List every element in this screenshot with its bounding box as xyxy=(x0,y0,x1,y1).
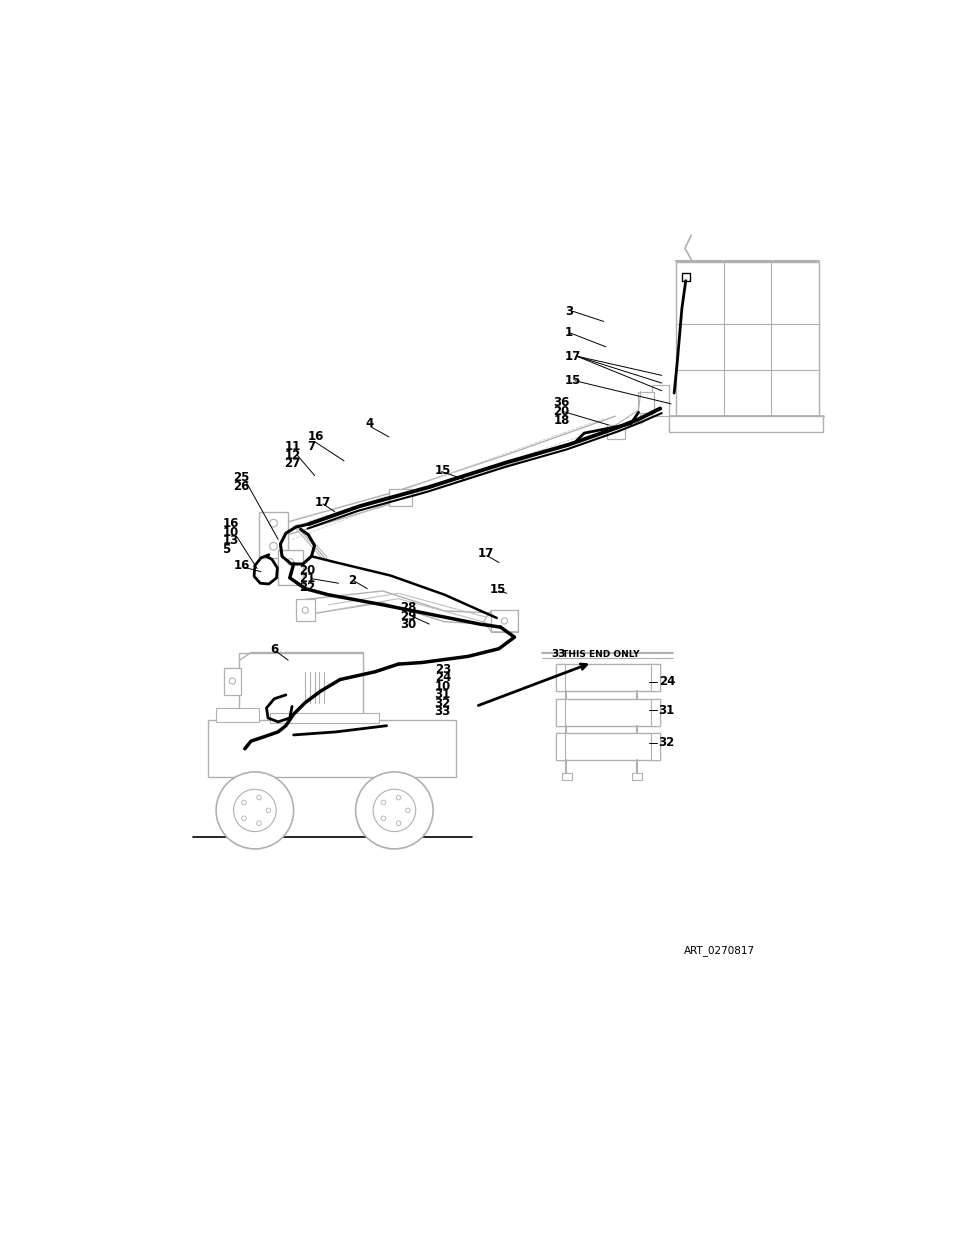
Bar xyxy=(650,699,659,726)
Text: 3: 3 xyxy=(564,305,573,317)
Bar xyxy=(650,664,659,692)
Ellipse shape xyxy=(329,693,351,701)
Bar xyxy=(669,416,822,431)
Bar xyxy=(216,708,258,721)
Bar xyxy=(555,664,659,692)
Text: 33: 33 xyxy=(551,650,566,659)
Circle shape xyxy=(500,618,507,624)
Text: 16: 16 xyxy=(222,517,238,531)
Text: 7: 7 xyxy=(307,440,315,453)
Text: ART_0270817: ART_0270817 xyxy=(682,945,754,956)
Circle shape xyxy=(302,608,308,614)
Text: 2: 2 xyxy=(348,574,355,588)
Text: 30: 30 xyxy=(399,619,416,631)
Text: 15: 15 xyxy=(489,583,505,597)
Bar xyxy=(681,273,689,280)
Circle shape xyxy=(266,808,271,813)
Text: 28: 28 xyxy=(399,601,416,614)
Text: 17: 17 xyxy=(564,350,580,363)
Circle shape xyxy=(270,542,277,550)
Text: 5: 5 xyxy=(222,543,231,556)
Circle shape xyxy=(241,816,246,820)
Text: 31: 31 xyxy=(435,688,451,701)
Text: THIS END ONLY: THIS END ONLY xyxy=(558,650,639,658)
Text: 32: 32 xyxy=(435,697,451,710)
Text: 26: 26 xyxy=(233,479,250,493)
Text: 24: 24 xyxy=(658,676,675,688)
Bar xyxy=(555,734,659,761)
Bar xyxy=(239,652,363,721)
Circle shape xyxy=(380,800,385,805)
Text: 31: 31 xyxy=(658,704,674,716)
Bar xyxy=(561,773,571,779)
Text: 20: 20 xyxy=(553,405,569,417)
Text: 4: 4 xyxy=(365,417,374,430)
Text: 16: 16 xyxy=(233,559,250,572)
Circle shape xyxy=(216,772,294,848)
Bar xyxy=(555,664,564,692)
Circle shape xyxy=(270,520,277,527)
Text: 15: 15 xyxy=(564,374,580,388)
Bar xyxy=(607,425,624,440)
Circle shape xyxy=(256,795,261,800)
Circle shape xyxy=(229,678,235,684)
Bar xyxy=(278,550,303,585)
Circle shape xyxy=(738,420,745,427)
Text: 18: 18 xyxy=(553,414,569,427)
Text: 36: 36 xyxy=(553,395,569,409)
Bar xyxy=(208,720,456,777)
Text: 24: 24 xyxy=(435,672,451,684)
Bar xyxy=(638,391,654,412)
Text: 12: 12 xyxy=(284,450,300,462)
Circle shape xyxy=(380,816,385,820)
Bar xyxy=(650,734,659,761)
Text: 11: 11 xyxy=(284,441,300,453)
Circle shape xyxy=(256,821,261,825)
Text: 13: 13 xyxy=(222,535,238,547)
Bar xyxy=(491,610,517,632)
Circle shape xyxy=(764,420,772,427)
Bar xyxy=(632,773,641,779)
Bar xyxy=(555,699,659,726)
Bar xyxy=(270,714,378,722)
Text: 27: 27 xyxy=(284,457,300,471)
Circle shape xyxy=(790,420,798,427)
Circle shape xyxy=(287,558,294,564)
Text: 25: 25 xyxy=(233,472,250,484)
Text: 32: 32 xyxy=(658,736,674,750)
Bar xyxy=(652,385,669,416)
Text: 21: 21 xyxy=(298,572,315,585)
Circle shape xyxy=(405,808,410,813)
Text: 6: 6 xyxy=(270,643,278,656)
Bar xyxy=(389,489,412,506)
Text: 10: 10 xyxy=(222,526,238,538)
Text: 22: 22 xyxy=(298,580,315,594)
Text: 15: 15 xyxy=(435,463,451,477)
Bar xyxy=(555,699,564,726)
Circle shape xyxy=(395,795,400,800)
Text: 10: 10 xyxy=(435,680,451,693)
Text: 16: 16 xyxy=(307,431,324,443)
Text: 29: 29 xyxy=(399,610,416,622)
Circle shape xyxy=(685,420,693,427)
Circle shape xyxy=(395,821,400,825)
Text: 20: 20 xyxy=(298,563,315,577)
Circle shape xyxy=(711,420,720,427)
Bar xyxy=(675,262,819,416)
Bar xyxy=(224,668,241,695)
Circle shape xyxy=(612,430,618,436)
Text: 17: 17 xyxy=(314,496,331,509)
Bar xyxy=(295,599,315,621)
Bar xyxy=(555,734,564,761)
Circle shape xyxy=(233,789,276,831)
Circle shape xyxy=(373,789,416,831)
Text: 17: 17 xyxy=(476,547,493,561)
Circle shape xyxy=(355,772,433,848)
Circle shape xyxy=(397,495,403,501)
Bar xyxy=(258,511,288,558)
Text: 23: 23 xyxy=(435,663,451,676)
Circle shape xyxy=(241,800,246,805)
Text: 33: 33 xyxy=(435,705,451,719)
Text: 1: 1 xyxy=(564,326,573,340)
